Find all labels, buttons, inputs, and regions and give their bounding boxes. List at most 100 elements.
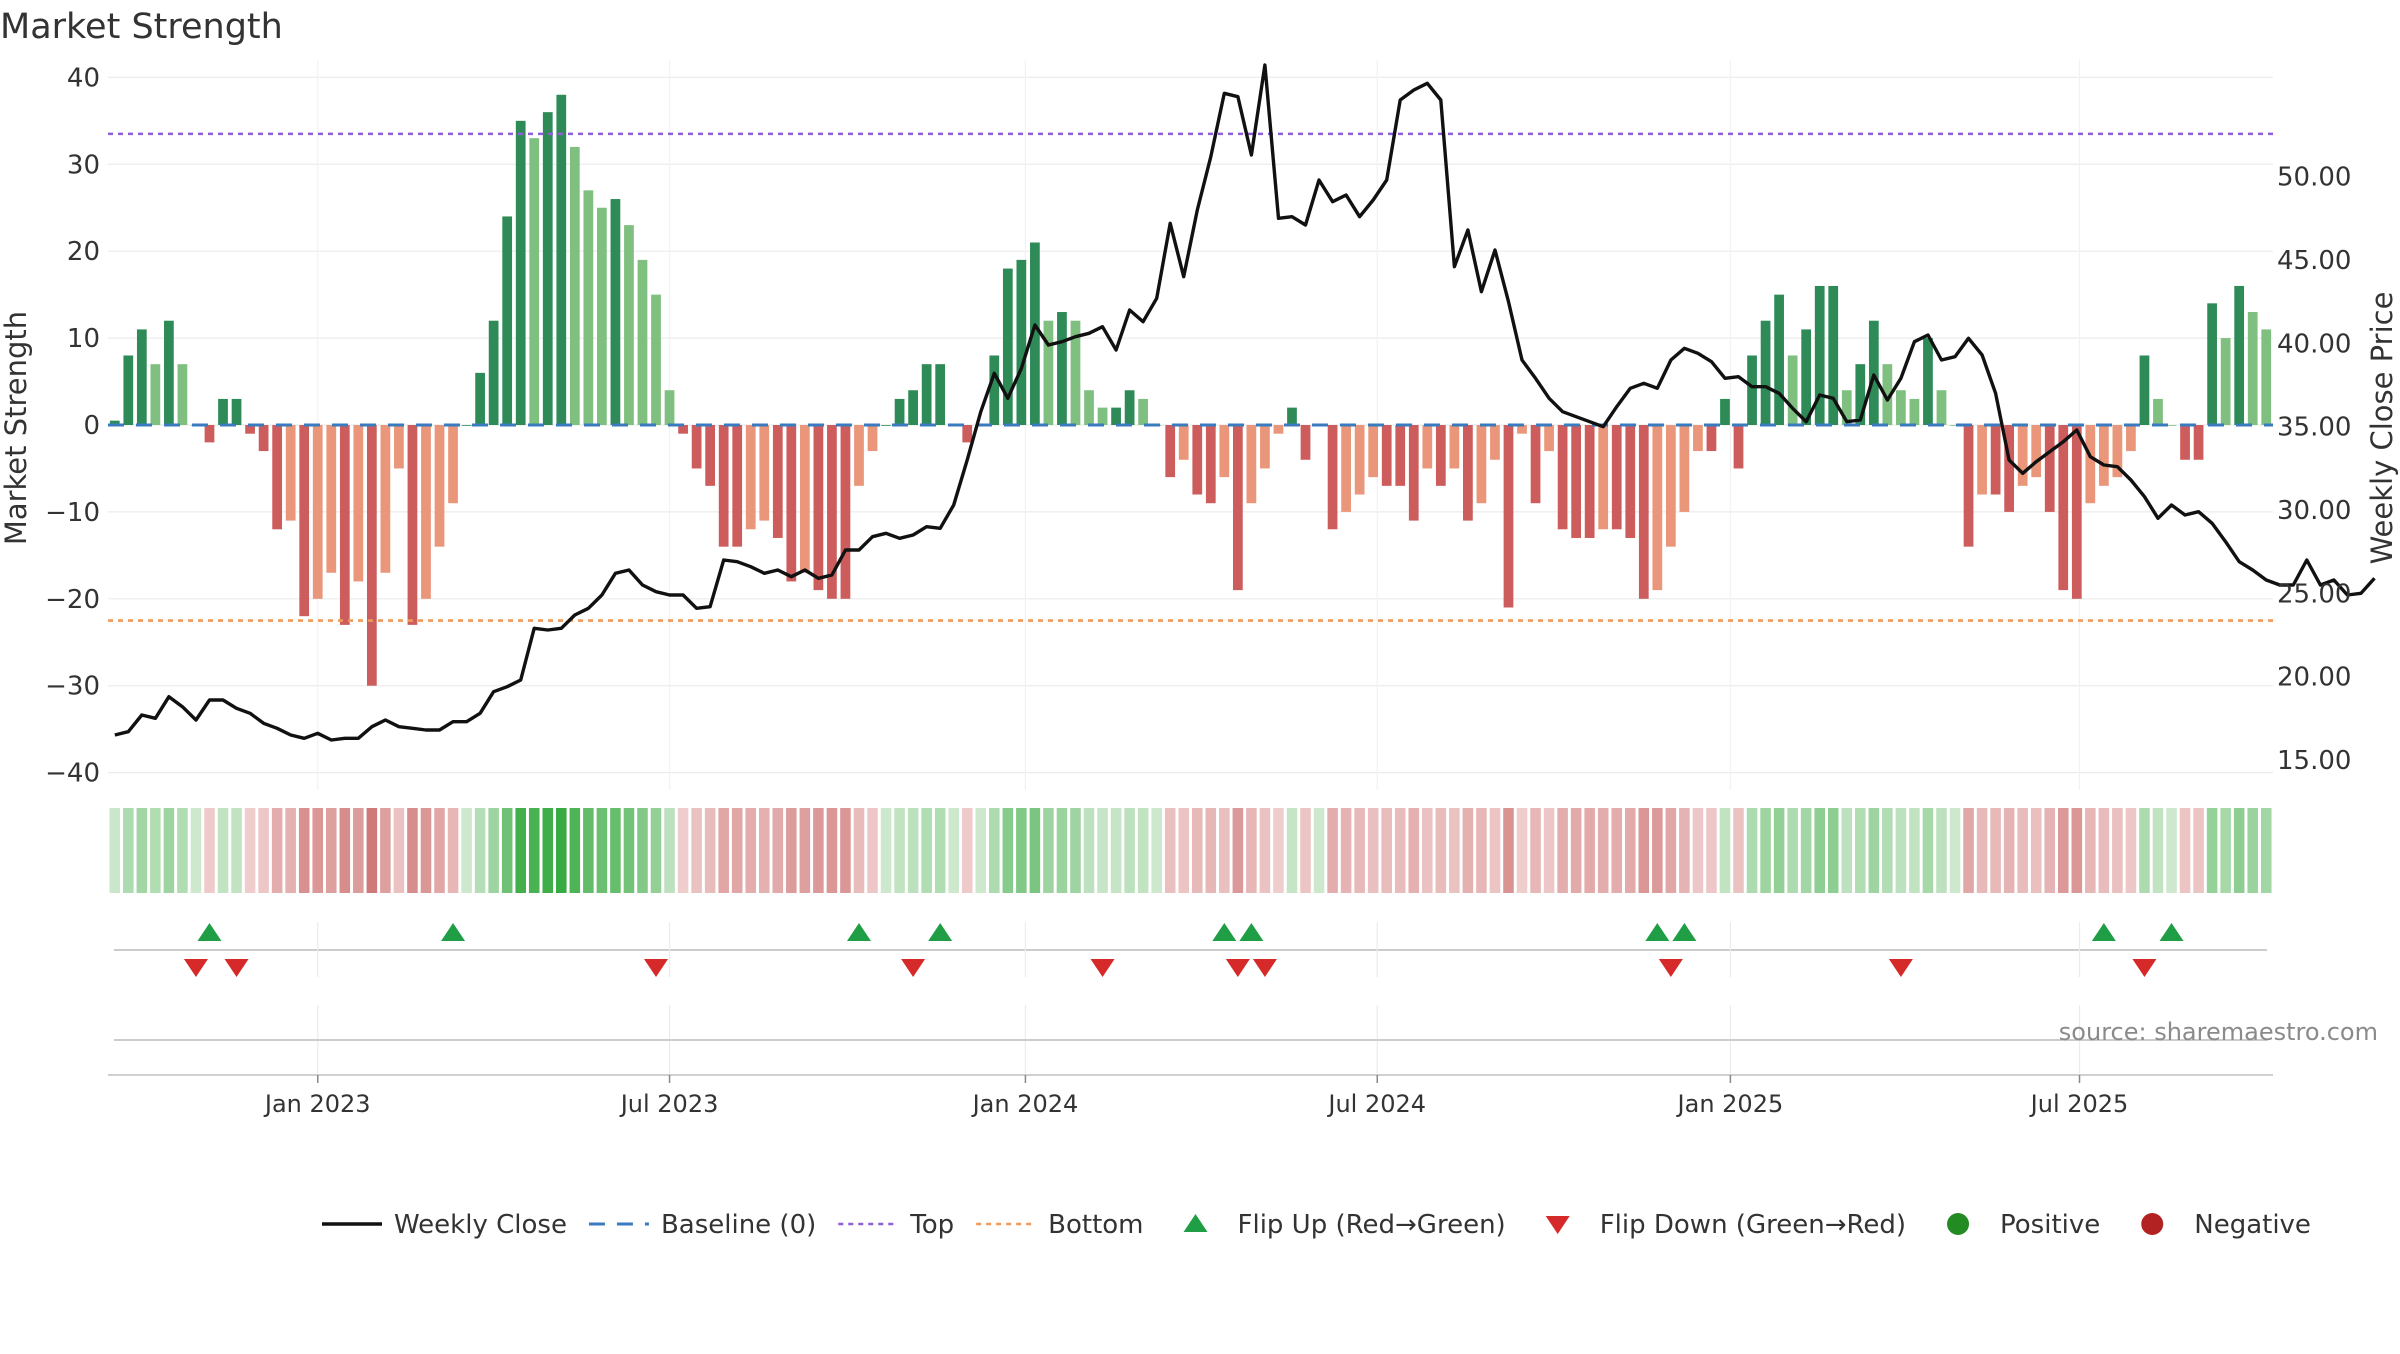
- heat-cell: [1652, 808, 1663, 893]
- heat-cell: [2139, 808, 2150, 893]
- strength-bar: [2153, 399, 2163, 425]
- strength-bar: [1138, 399, 1148, 425]
- legend-label: Top: [909, 1210, 954, 1240]
- weekly-close-line-layer: [115, 65, 2375, 740]
- heat-cell: [421, 808, 432, 893]
- heat-cell: [1828, 808, 1839, 893]
- heat-cell: [1354, 808, 1365, 893]
- strength-bar: [1923, 338, 1933, 425]
- heat-cell: [1841, 808, 1852, 893]
- heat-cell: [1584, 808, 1595, 893]
- heat-cell: [109, 808, 120, 893]
- strength-bars: [110, 95, 2271, 686]
- strength-bar: [367, 425, 377, 686]
- heat-cell: [1923, 808, 1934, 893]
- heat-cell: [1774, 808, 1785, 893]
- heat-cell: [164, 808, 175, 893]
- heat-cell: [2099, 808, 2110, 893]
- heat-cell: [921, 808, 932, 893]
- strength-bar: [1477, 425, 1487, 503]
- flip-down-marker: [184, 959, 208, 977]
- heat-cell: [989, 808, 1000, 893]
- flip-up-marker: [928, 923, 952, 941]
- heat-cell: [718, 808, 729, 893]
- strength-bar: [2045, 425, 2055, 512]
- heat-cell: [1571, 808, 1582, 893]
- heat-cell: [1666, 808, 1677, 893]
- flip-down-marker: [1091, 959, 1115, 977]
- heat-cell: [2126, 808, 2137, 893]
- strength-bar: [1504, 425, 1514, 608]
- strength-bar: [1801, 329, 1811, 425]
- strength-bar: [2031, 425, 2041, 477]
- strength-bar: [1869, 321, 1879, 425]
- heat-cell: [854, 808, 865, 893]
- heat-cell: [1936, 808, 1947, 893]
- strength-bar: [597, 208, 607, 425]
- heat-cell: [1882, 808, 1893, 893]
- x-tick-label: Jul 2025: [2029, 1090, 2129, 1118]
- strength-bar: [150, 364, 160, 425]
- heat-cell: [1679, 808, 1690, 893]
- heat-cell: [786, 808, 797, 893]
- legend: Weekly Close Baseline (0) Top Bottom Flip Up…: [322, 1210, 2311, 1240]
- heat-cell: [2153, 808, 2164, 893]
- strength-bar: [692, 425, 702, 468]
- strength-bar: [1612, 425, 1622, 529]
- x-tick-label: Jul 2024: [1326, 1090, 1426, 1118]
- heat-cell: [1165, 808, 1176, 893]
- strength-bar: [2018, 425, 2028, 486]
- heat-cell: [745, 808, 756, 893]
- strength-bar: [2234, 286, 2244, 425]
- heat-cell: [380, 808, 391, 893]
- y-axis-label-right: Weekly Close Price: [2365, 292, 2399, 565]
- heat-cell: [407, 808, 418, 893]
- market-strength-chart: Market Strength 403020100−10−20−30−4050.…: [0, 0, 2400, 1350]
- flip-down-marker: [1226, 959, 1250, 977]
- heat-cell: [651, 808, 662, 893]
- heat-cell: [840, 808, 851, 893]
- strength-bar: [164, 321, 174, 425]
- legend-label: Positive: [2000, 1210, 2100, 1240]
- x-tick-label: Jul 2023: [619, 1090, 719, 1118]
- heat-cell: [1814, 808, 1825, 893]
- strength-bar: [1558, 425, 1568, 529]
- strength-bar: [2072, 425, 2082, 599]
- strength-bar: [1761, 321, 1771, 425]
- reference-lines: [108, 134, 2273, 621]
- strength-bar: [1328, 425, 1338, 529]
- legend-item: Flip Up (Red→Green): [1184, 1210, 1506, 1240]
- x-tick-label: Jan 2023: [263, 1090, 371, 1118]
- heat-cell: [231, 808, 242, 893]
- strength-bar: [489, 321, 499, 425]
- strength-bar: [1571, 425, 1581, 538]
- heat-cell: [1097, 808, 1108, 893]
- strength-bar: [1111, 408, 1121, 425]
- strength-bar: [1977, 425, 1987, 495]
- strength-bar: [232, 399, 242, 425]
- heat-cell: [2180, 808, 2191, 893]
- x-tick-label: Jan 2024: [971, 1090, 1079, 1118]
- heat-cell: [177, 808, 188, 893]
- left-tick-label: 0: [83, 411, 100, 441]
- strength-bar: [313, 425, 323, 599]
- strength-bar: [1247, 425, 1257, 503]
- heat-cell: [1124, 808, 1135, 893]
- right-tick-label: 35.00: [2277, 413, 2351, 443]
- heat-cell: [1869, 808, 1880, 893]
- heat-cell: [1327, 808, 1338, 893]
- heat-cell: [800, 808, 811, 893]
- strength-bar: [732, 425, 742, 547]
- heat-cell: [1300, 808, 1311, 893]
- heat-cell: [218, 808, 229, 893]
- strength-bar: [895, 399, 905, 425]
- heat-cell: [1449, 808, 1460, 893]
- strength-bar: [1991, 425, 2001, 495]
- strength-bar: [1652, 425, 1662, 590]
- strength-bar: [1463, 425, 1473, 521]
- strength-bar: [1084, 390, 1094, 425]
- right-tick-label: 45.00: [2277, 246, 2351, 276]
- heat-cell: [1341, 808, 1352, 893]
- heat-cell: [1639, 808, 1650, 893]
- heat-cell: [705, 808, 716, 893]
